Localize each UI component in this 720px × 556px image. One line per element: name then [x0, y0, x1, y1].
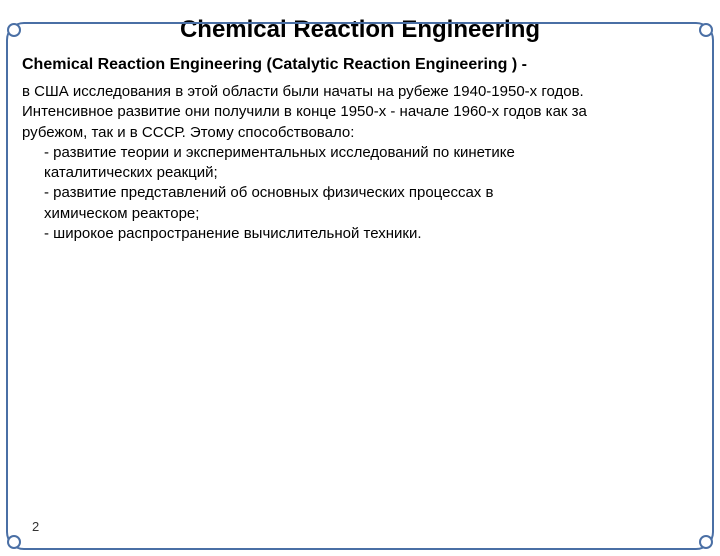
corner-circle-tr — [699, 23, 713, 37]
corner-circle-bl — [7, 535, 21, 549]
page-number: 2 — [32, 519, 39, 534]
corner-circle-br — [699, 535, 713, 549]
corner-circle-tl — [7, 23, 21, 37]
slide-border — [6, 22, 714, 550]
